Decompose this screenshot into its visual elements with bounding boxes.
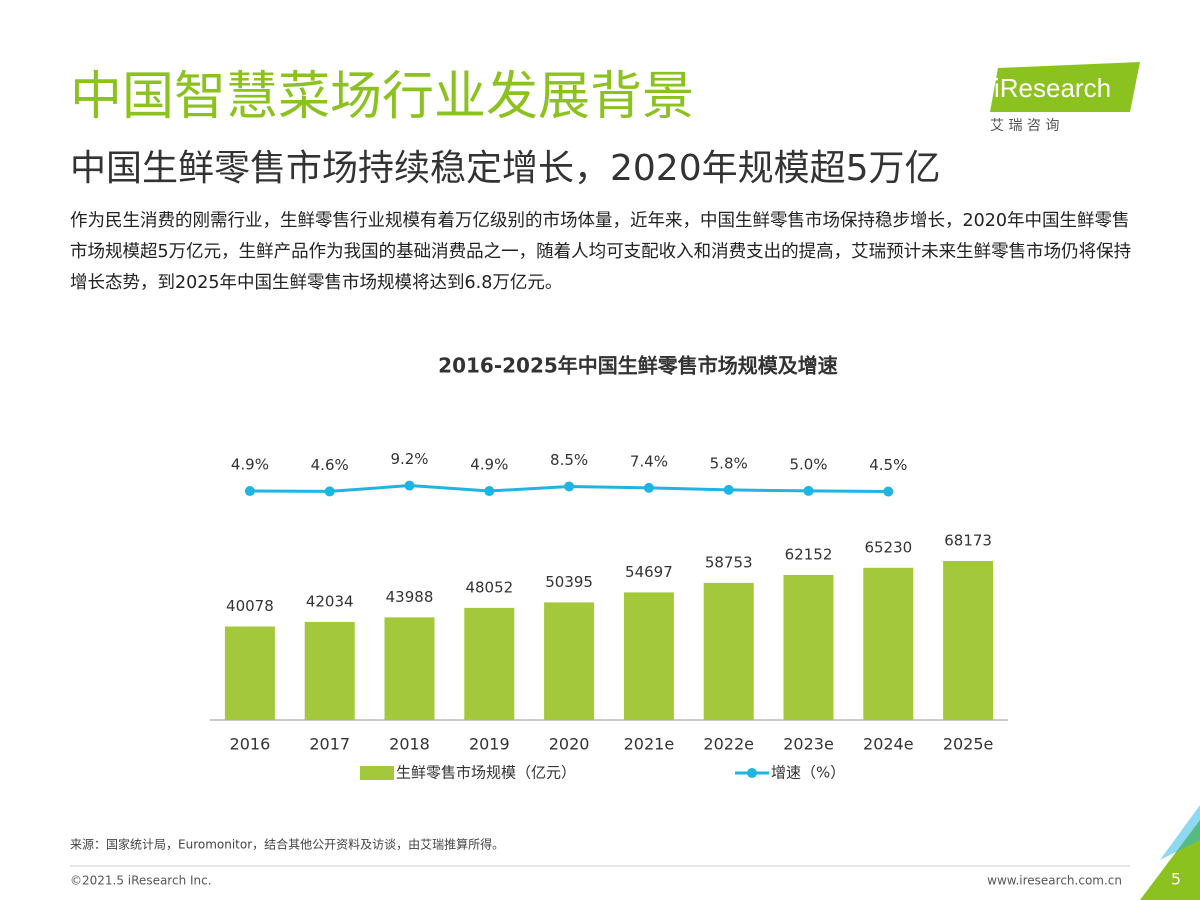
legend-label: 增速（%）: [771, 764, 845, 782]
logo-cn: 艾 瑞 咨 询: [990, 118, 1059, 134]
legend-swatch: [747, 768, 757, 778]
bar-label: 50395: [545, 573, 593, 591]
source: 来源：国家统计局，Euromonitor，结合其他公开资料及访谈，由艾瑞推算所得…: [70, 837, 504, 852]
bar: [544, 602, 595, 720]
line-point: [484, 486, 495, 497]
intro-paragraph: 作为民生消费的刚需行业，生鲜零售行业规模有着万亿级别的市场体量，近年来，中国生鲜…: [70, 211, 1132, 293]
line-label: 8.5%: [550, 451, 588, 469]
bar: [384, 617, 435, 720]
bar: [224, 626, 275, 720]
x-tick-label: 2020: [549, 735, 590, 754]
bar-label: 54697: [625, 563, 673, 581]
line-label: 7.4%: [630, 452, 668, 470]
page-number: 5: [1171, 870, 1181, 889]
copyright: ©2021.5 iResearch Inc.: [70, 874, 212, 888]
bar-label: 48052: [465, 578, 513, 596]
line-point: [324, 486, 335, 497]
bar: [464, 607, 515, 720]
chart-title: 2016-2025年中国生鲜零售市场规模及增速: [438, 354, 838, 378]
website: www.iresearch.com.cn: [987, 874, 1122, 888]
line-label: 4.9%: [231, 456, 269, 474]
bar-label: 40078: [226, 597, 274, 615]
bar-label: 43988: [386, 588, 434, 606]
x-tick-label: 2022e: [703, 735, 754, 754]
line-label: 5.8%: [710, 454, 748, 472]
line-label: 4.6%: [311, 456, 349, 474]
bar-label: 42034: [306, 592, 354, 610]
line-point: [404, 480, 415, 491]
x-tick-label: 2023e: [783, 735, 834, 754]
bar-label: 62152: [785, 545, 833, 563]
line-point: [244, 486, 255, 497]
bar: [623, 592, 674, 720]
legend-swatch: [360, 766, 394, 780]
bar-label: 58753: [705, 553, 753, 571]
logo-shape: [990, 62, 1140, 112]
x-tick-label: 2017: [309, 735, 350, 754]
x-tick-label: 2025e: [943, 735, 994, 754]
line-point: [803, 485, 814, 496]
bar-label: 68173: [944, 531, 992, 549]
bar: [783, 574, 834, 720]
bar: [703, 582, 754, 720]
bar-label: 65230: [864, 538, 912, 556]
bar: [304, 621, 355, 720]
corner-accent: [1160, 805, 1200, 860]
x-tick-label: 2018: [389, 735, 430, 754]
bar: [863, 567, 914, 720]
line-label: 4.9%: [470, 456, 508, 474]
bar: [943, 560, 994, 720]
page-title: 中国智慧菜场行业发展背景: [70, 67, 694, 127]
line-point: [564, 481, 575, 492]
line-point: [643, 482, 654, 493]
line-label: 9.2%: [390, 450, 428, 468]
x-tick-label: 2019: [469, 735, 510, 754]
x-tick-label: 2016: [230, 735, 271, 754]
line-point: [723, 484, 734, 495]
line-label: 4.5%: [869, 456, 907, 474]
legend-label: 生鲜零售市场规模（亿元）: [396, 764, 576, 782]
line-point: [883, 486, 894, 497]
page-subtitle: 中国生鲜零售市场持续稳定增长，2020年规模超5万亿: [70, 148, 941, 189]
line-label: 5.0%: [789, 455, 827, 473]
x-tick-label: 2024e: [863, 735, 914, 754]
logo-name: iResearch: [994, 73, 1111, 103]
x-tick-label: 2021e: [624, 735, 675, 754]
